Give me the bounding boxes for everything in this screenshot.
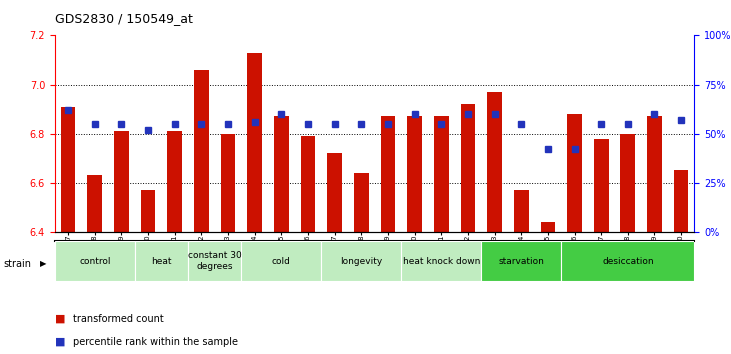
Bar (114, 131, 129, 232)
Bar (55, 241, 135, 281)
Text: strain: strain (4, 259, 31, 269)
Text: ■: ■ (55, 337, 65, 347)
Bar (561, 241, 694, 281)
Bar (88, 175, 102, 232)
Bar (434, 116, 449, 232)
Bar (354, 173, 368, 232)
Bar (221, 133, 235, 232)
Text: desiccation: desiccation (602, 257, 654, 266)
Bar (141, 190, 156, 232)
Bar (194, 70, 209, 232)
Text: heat: heat (151, 257, 172, 266)
Text: longevity: longevity (340, 257, 382, 266)
Bar (188, 241, 241, 281)
Bar (407, 116, 422, 232)
Text: control: control (79, 257, 110, 266)
Text: cold: cold (272, 257, 291, 266)
Text: constant 30
degrees: constant 30 degrees (188, 251, 242, 271)
Bar (567, 114, 582, 232)
Text: GDS2830 / 150549_at: GDS2830 / 150549_at (55, 12, 193, 25)
Bar (461, 104, 475, 232)
Bar (322, 241, 401, 281)
Bar (674, 171, 689, 232)
Bar (621, 133, 635, 232)
Text: ■: ■ (55, 314, 65, 324)
Bar (61, 107, 75, 232)
Bar (488, 92, 502, 232)
Bar (135, 241, 188, 281)
Bar (647, 116, 662, 232)
Bar (481, 241, 561, 281)
Bar (247, 53, 262, 232)
Bar (540, 222, 556, 232)
Text: starvation: starvation (499, 257, 544, 266)
Bar (594, 138, 608, 232)
Bar (401, 241, 481, 281)
Bar (381, 116, 395, 232)
Text: heat knock down: heat knock down (403, 257, 480, 266)
Bar (274, 116, 289, 232)
Text: ▶: ▶ (39, 259, 46, 268)
Bar (514, 190, 529, 232)
Bar (167, 131, 182, 232)
Bar (241, 241, 322, 281)
Bar (300, 136, 315, 232)
Bar (327, 153, 342, 232)
Text: transformed count: transformed count (73, 314, 164, 324)
Text: percentile rank within the sample: percentile rank within the sample (73, 337, 238, 347)
